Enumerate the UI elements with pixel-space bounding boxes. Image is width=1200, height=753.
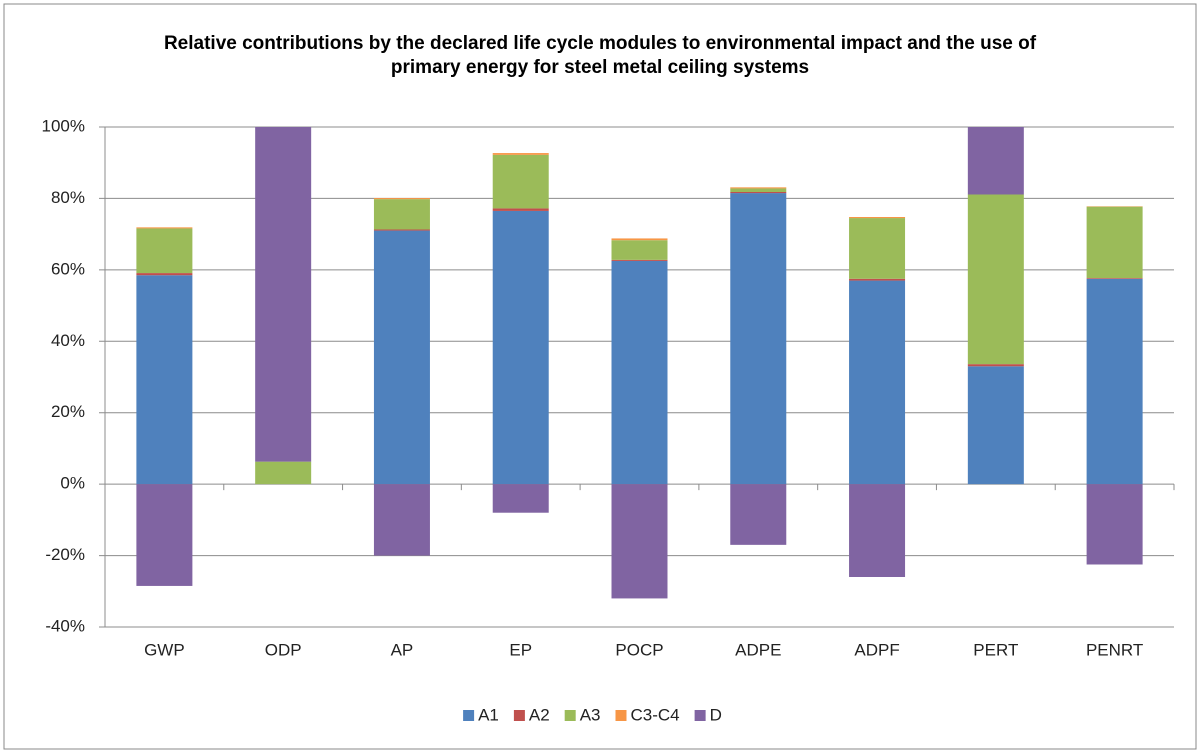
y-tick-label: 100% — [42, 116, 85, 135]
legend-swatch — [463, 710, 475, 721]
bar-segment — [136, 273, 193, 276]
bar-segment — [849, 217, 906, 219]
bar-segment — [730, 193, 787, 485]
y-tick-label: 40% — [51, 331, 85, 350]
x-tick-label: GWP — [144, 640, 185, 659]
bar-segment — [730, 192, 787, 194]
legend-label: D — [710, 705, 722, 724]
bar-segment — [611, 238, 668, 241]
legend-label: C3-C4 — [630, 705, 679, 724]
bar-segment — [849, 278, 906, 281]
bar-segment — [1086, 278, 1143, 485]
bar-segment — [611, 259, 668, 261]
bar-segment — [492, 153, 549, 155]
x-tick-label: PERT — [973, 640, 1018, 659]
y-tick-label: 20% — [51, 402, 85, 421]
x-tick-label: AP — [391, 640, 414, 659]
x-tick-label: POCP — [615, 640, 663, 659]
legend-swatch — [564, 710, 576, 721]
bar-segment — [373, 230, 430, 485]
bar-segment — [611, 240, 668, 260]
bar-segment — [255, 127, 312, 462]
bar-segment — [730, 484, 787, 545]
bar-segment — [611, 484, 668, 599]
legend-label: A2 — [529, 705, 550, 724]
bar-segment — [849, 218, 906, 279]
bar-segment — [492, 154, 549, 209]
x-tick-label: PENRT — [1086, 640, 1143, 659]
bar-segment — [492, 484, 549, 513]
bar-segment — [136, 227, 193, 229]
legend-label: A3 — [580, 705, 601, 724]
x-tick-label: ADPF — [854, 640, 899, 659]
bar-segment — [373, 484, 430, 556]
bar-segment — [967, 194, 1024, 365]
bar-segment — [849, 484, 906, 577]
bar-segment — [967, 366, 1024, 485]
bar-segment — [730, 188, 787, 192]
bar-segment — [1086, 484, 1143, 565]
x-tick-label: ODP — [265, 640, 302, 659]
bar-segment — [967, 364, 1024, 367]
legend-swatch — [694, 710, 706, 721]
legend-label: A1 — [478, 705, 499, 724]
y-tick-label: 80% — [51, 188, 85, 207]
bar-segment — [136, 484, 193, 586]
bar-segment — [373, 229, 430, 231]
x-tick-label: ADPE — [735, 640, 781, 659]
y-tick-label: 60% — [51, 259, 85, 278]
bar-segment — [1086, 278, 1143, 279]
y-tick-label: -40% — [45, 616, 85, 635]
x-tick-label: EP — [509, 640, 532, 659]
bar-segment — [730, 187, 787, 189]
chart-title: Relative contributions by the declared l… — [163, 33, 1037, 78]
bar-segment — [373, 198, 430, 200]
y-tick-label: -20% — [45, 545, 85, 564]
legend-swatch — [615, 710, 627, 721]
bar-segment — [373, 199, 430, 230]
bar-segment — [492, 208, 549, 211]
bar-segment — [611, 260, 668, 485]
bar-segment — [255, 461, 312, 485]
bar-segment — [1086, 206, 1143, 279]
y-tick-label: 0% — [60, 474, 85, 493]
legend-swatch — [513, 710, 525, 721]
bar-segment — [492, 210, 549, 485]
bar-segment — [849, 280, 906, 485]
bar-segment — [136, 275, 193, 485]
bar-segment — [136, 228, 193, 274]
bar-segment — [967, 127, 1024, 195]
